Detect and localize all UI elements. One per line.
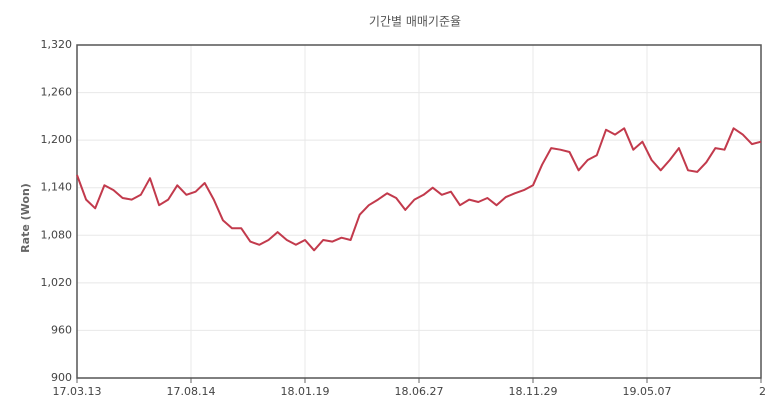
y-axis-label: Rate (Won) — [19, 183, 32, 253]
data-line — [76, 127, 762, 252]
y-tick-label: 1,080 — [41, 228, 73, 241]
chart-title: 기간별 매매기준율 — [369, 15, 461, 29]
x-tick-label: 17.08.14 — [167, 385, 216, 398]
y-tick-label: 1,140 — [41, 181, 73, 194]
y-tick-label: 1,260 — [41, 86, 73, 99]
y-tick-label: 1,320 — [41, 38, 73, 51]
y-tick-label: 960 — [51, 323, 72, 336]
x-tick-label: 18.11.29 — [509, 385, 558, 398]
y-tick-label: 1,200 — [41, 133, 73, 146]
y-tick-label: 900 — [51, 371, 72, 384]
y-tick-label: 1,020 — [41, 276, 73, 289]
x-tick-label: 18.01.19 — [281, 385, 330, 398]
x-tick-label: 18.06.27 — [395, 385, 444, 398]
plot-border — [76, 44, 762, 379]
x-tick-label: 2 — [759, 385, 765, 398]
x-tick-label: 19.05.07 — [623, 385, 672, 398]
x-tick-label: 17.03.13 — [53, 385, 102, 398]
